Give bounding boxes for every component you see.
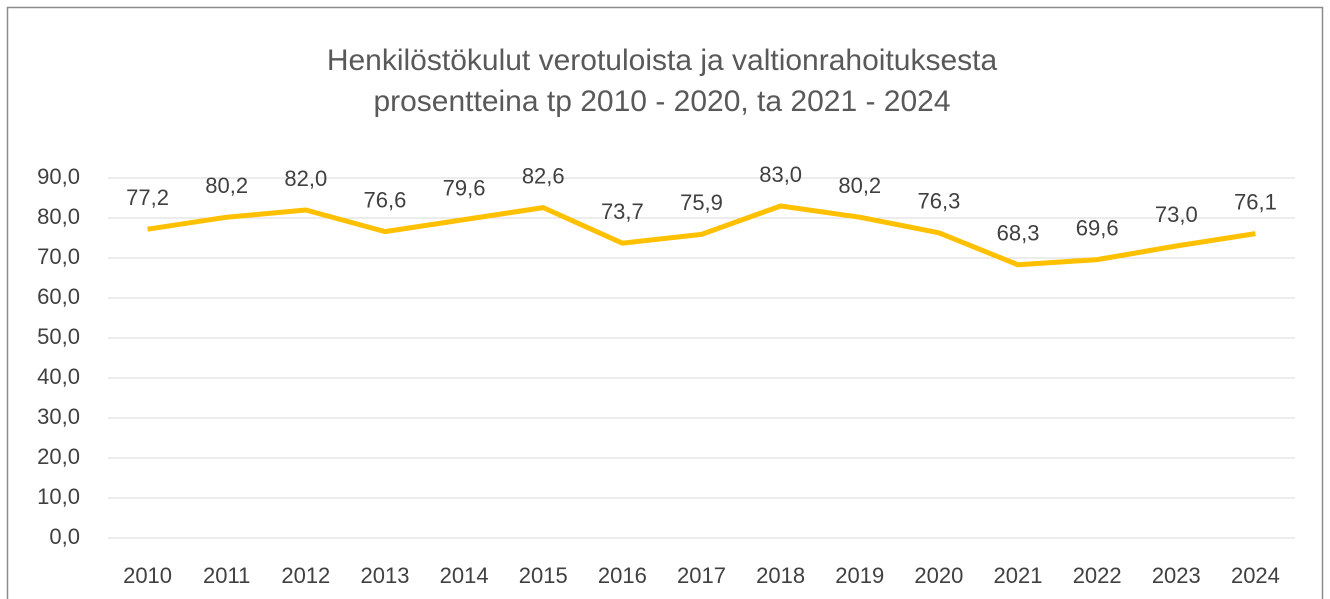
x-tick-label: 2012 [281, 563, 330, 588]
y-tick-label: 80,0 [37, 204, 80, 229]
y-tick-label: 20,0 [37, 444, 80, 469]
y-tick-label: 70,0 [37, 244, 80, 269]
x-tick-label: 2018 [756, 563, 805, 588]
data-label: 69,6 [1076, 215, 1119, 240]
y-tick-label: 0,0 [49, 524, 80, 549]
data-label: 80,2 [205, 173, 248, 198]
x-tick-label: 2020 [914, 563, 963, 588]
data-label: 68,3 [997, 221, 1040, 246]
y-tick-label: 90,0 [37, 164, 80, 189]
data-label: 76,1 [1234, 189, 1277, 214]
x-tick-label: 2024 [1231, 563, 1280, 588]
x-tick-label: 2013 [360, 563, 409, 588]
data-label: 73,7 [601, 199, 644, 224]
data-label: 76,6 [364, 187, 407, 212]
y-tick-label: 60,0 [37, 284, 80, 309]
data-label: 82,0 [284, 166, 327, 191]
y-tick-label: 30,0 [37, 404, 80, 429]
data-label: 80,2 [838, 173, 881, 198]
chart-title: prosentteina tp 2010 - 2020, ta 2021 - 2… [373, 85, 950, 118]
x-tick-label: 2016 [598, 563, 647, 588]
data-label: 77,2 [126, 185, 169, 210]
x-tick-label: 2015 [519, 563, 568, 588]
data-label: 73,0 [1155, 202, 1198, 227]
x-tick-label: 2023 [1152, 563, 1201, 588]
y-tick-label: 10,0 [37, 484, 80, 509]
line [147, 203, 1256, 268]
x-tick-label: 2019 [835, 563, 884, 588]
data-label: 83,0 [759, 162, 802, 187]
y-tick-label: 50,0 [37, 324, 80, 349]
x-tick-label: 2014 [440, 563, 489, 588]
data-label: 79,6 [443, 175, 486, 200]
y-tick-label: 40,0 [37, 364, 80, 389]
x-tick-label: 2017 [677, 563, 726, 588]
data-label: 75,9 [680, 190, 723, 215]
x-tick-label: 2021 [994, 563, 1043, 588]
x-tick-label: 2022 [1073, 563, 1122, 588]
x-tick-label: 2010 [123, 563, 172, 588]
chart-frame [6, 6, 1324, 599]
x-tick-label: 2011 [203, 563, 250, 588]
data-label: 76,3 [917, 189, 960, 214]
chart-title: Henkilöstökulut verotuloista ja valtionr… [327, 44, 998, 77]
data-label: 82,6 [522, 163, 565, 188]
